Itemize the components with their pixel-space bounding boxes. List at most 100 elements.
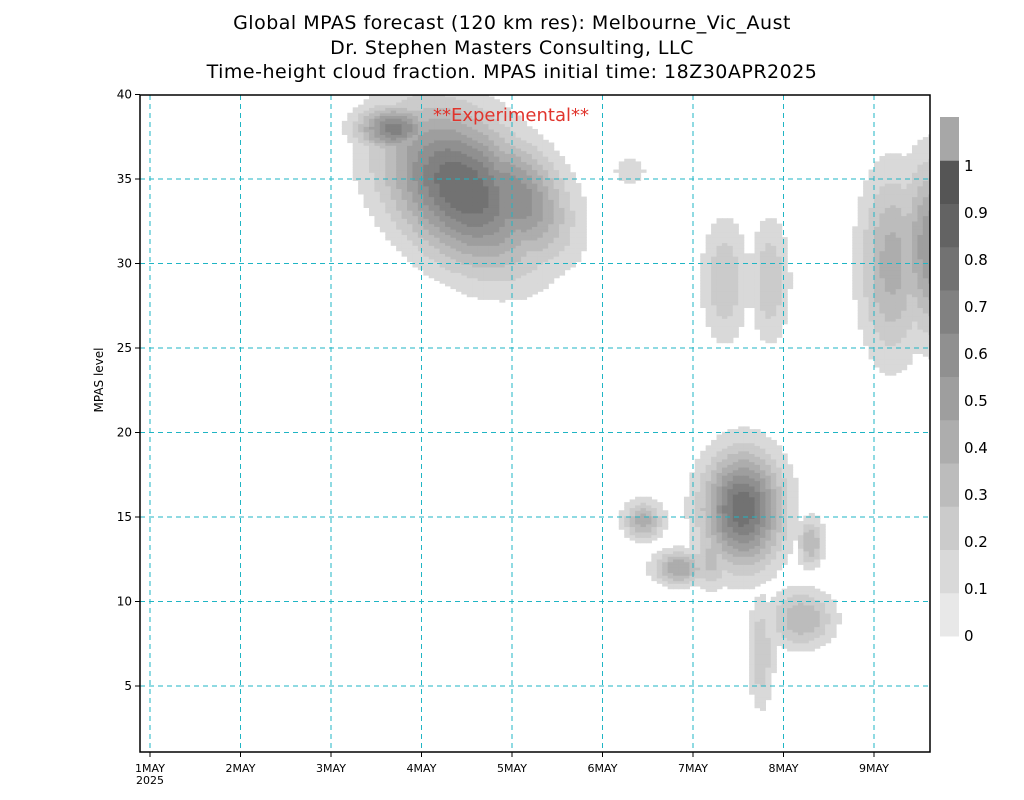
cloud-cell xyxy=(765,694,772,698)
cloud-cell xyxy=(531,237,538,241)
cloud-cell xyxy=(797,523,805,528)
cloud-cell xyxy=(651,518,658,522)
cloud-cell xyxy=(477,145,484,149)
cloud-cell xyxy=(450,120,457,125)
cloud-cell xyxy=(662,558,669,563)
cloud-cell xyxy=(651,561,658,565)
cloud-cell xyxy=(721,507,728,511)
cloud-cell xyxy=(662,518,669,522)
cloud-cell xyxy=(521,185,528,190)
cloud-cell xyxy=(754,702,761,706)
cloud-cell xyxy=(721,299,728,303)
cloud-cell xyxy=(510,266,517,271)
cloud-cell xyxy=(488,188,495,192)
cloud-cell xyxy=(488,145,495,149)
cloud-cell xyxy=(417,150,424,154)
cloud-cell xyxy=(559,250,566,254)
cloud-cell xyxy=(358,137,365,141)
cloud-cell xyxy=(439,95,446,98)
cloud-cell xyxy=(716,223,723,227)
cloud-cell xyxy=(705,464,712,468)
cloud-cell xyxy=(770,283,777,287)
cloud-cell xyxy=(401,95,408,98)
cloud-cell xyxy=(385,147,392,152)
cloud-cell xyxy=(499,110,506,114)
cloud-cell xyxy=(385,145,392,149)
cloud-cell xyxy=(537,269,544,273)
cloud-cell xyxy=(445,139,452,144)
cloud-cell xyxy=(521,256,528,260)
cloud-cell xyxy=(770,323,777,327)
cloud-cell xyxy=(814,612,821,617)
cloud-cell xyxy=(412,95,419,98)
cloud-cell xyxy=(537,234,544,238)
cloud-cell xyxy=(439,218,446,222)
cloud-cell xyxy=(466,131,473,135)
cloud-cell xyxy=(618,161,625,165)
cloud-cell xyxy=(553,166,560,171)
cloud-cell xyxy=(575,239,582,244)
cloud-cell xyxy=(363,110,370,114)
cloud-cell xyxy=(770,529,777,533)
cloud-cell xyxy=(765,683,772,687)
cloud-cell xyxy=(770,542,777,546)
cloud-cell xyxy=(477,183,484,187)
cloud-cell xyxy=(499,123,506,127)
cloud-cell xyxy=(428,137,435,141)
cloud-cell xyxy=(694,521,701,525)
cloud-cell xyxy=(548,256,555,260)
cloud-cell xyxy=(694,458,701,463)
cloud-cell xyxy=(787,466,794,471)
cloud-cell xyxy=(521,169,528,173)
cloud-cell xyxy=(483,95,490,98)
cloud-cell xyxy=(759,242,766,246)
cloud-cell xyxy=(743,469,750,473)
cloud-cell xyxy=(732,453,739,457)
cloud-cell xyxy=(488,272,495,276)
cloud-cell xyxy=(358,123,365,127)
cloud-cell xyxy=(379,180,386,184)
cloud-cell xyxy=(526,199,533,203)
cloud-cell xyxy=(635,496,642,501)
cloud-cell xyxy=(466,218,473,222)
cloud-cell xyxy=(727,272,734,276)
cloud-cell xyxy=(363,128,370,133)
cloud-cell xyxy=(759,612,766,617)
cloud-cell xyxy=(819,618,826,622)
cloud-cell xyxy=(732,434,739,438)
cloud-cell xyxy=(407,253,414,257)
cloud-cell xyxy=(510,196,517,200)
cloud-cell xyxy=(743,445,750,449)
cloud-cell xyxy=(472,99,479,103)
cloud-cell xyxy=(754,569,761,574)
cloud-cell xyxy=(461,137,468,141)
cloud-cell xyxy=(401,158,408,163)
cloud-cell xyxy=(428,174,435,179)
cloud-cell xyxy=(781,310,788,314)
cloud-cell xyxy=(439,229,446,233)
cloud-cell xyxy=(483,156,490,160)
cloud-cell xyxy=(510,147,517,152)
cloud-cell xyxy=(635,539,642,544)
cloud-cell xyxy=(738,323,745,327)
cloud-cell xyxy=(673,569,680,574)
cloud-cell xyxy=(645,507,652,511)
cloud-cell xyxy=(765,299,772,303)
cloud-cell xyxy=(466,283,473,287)
cloud-cell xyxy=(808,539,815,544)
cloud-cell xyxy=(417,166,424,171)
cloud-cell xyxy=(770,331,777,336)
cloud-cell xyxy=(803,521,810,525)
cloud-cell xyxy=(705,537,712,541)
cloud-cell xyxy=(385,204,392,208)
cloud-cell xyxy=(396,188,403,192)
cloud-cell xyxy=(423,223,430,227)
cloud-cell xyxy=(559,158,566,163)
cloud-cell xyxy=(521,288,528,292)
cloud-cell xyxy=(754,466,761,471)
cloud-cell xyxy=(732,499,739,503)
cloud-cell xyxy=(721,266,728,271)
cloud-cell xyxy=(749,521,756,525)
cloud-cell xyxy=(852,285,859,290)
cloud-cell xyxy=(390,101,397,106)
